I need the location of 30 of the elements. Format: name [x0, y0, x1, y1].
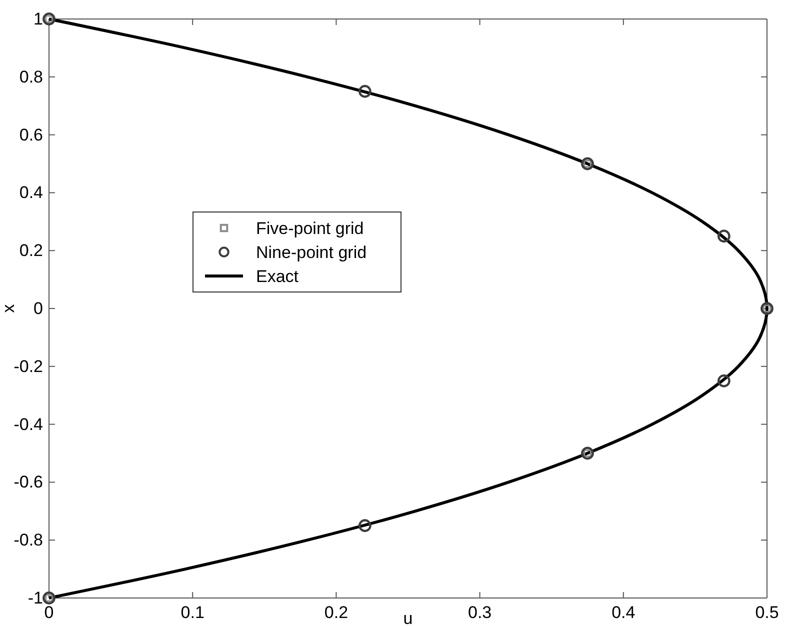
x-tick-label: 0.3	[468, 603, 492, 622]
x-axis-title: u	[403, 609, 413, 626]
legend-label: Nine-point grid	[256, 243, 367, 262]
y-tick-label: 0.4	[19, 183, 43, 202]
legend-label: Five-point grid	[256, 219, 364, 238]
x-tick-label: 0.5	[755, 603, 779, 622]
point	[717, 374, 730, 388]
legend-label: Exact	[256, 267, 299, 286]
point	[581, 157, 594, 170]
point	[581, 446, 594, 460]
x-tick-label: 0.4	[612, 603, 636, 622]
y-tick-label: -0.4	[14, 414, 43, 434]
x-tick-label: 0.2	[324, 603, 348, 622]
point	[760, 302, 774, 315]
y-tick-label: -0.8	[14, 530, 43, 550]
point	[358, 519, 372, 532]
y-tick-label: -1	[28, 588, 43, 608]
x-tick-label: 0.1	[180, 603, 204, 622]
y-tick-label: -0.6	[14, 472, 43, 492]
y-tick-label: 0.6	[19, 125, 43, 144]
y-tick-label: 0.8	[19, 67, 43, 86]
y-tick-label: 1	[34, 9, 43, 28]
y-tick-label: 0.2	[19, 241, 43, 260]
y-axis-title: x	[0, 304, 18, 313]
point	[42, 12, 56, 26]
y-tick-label: -0.2	[14, 356, 43, 376]
point	[358, 84, 372, 98]
point	[42, 592, 56, 604]
y-tick-label: 0	[34, 298, 43, 318]
point	[717, 230, 730, 243]
